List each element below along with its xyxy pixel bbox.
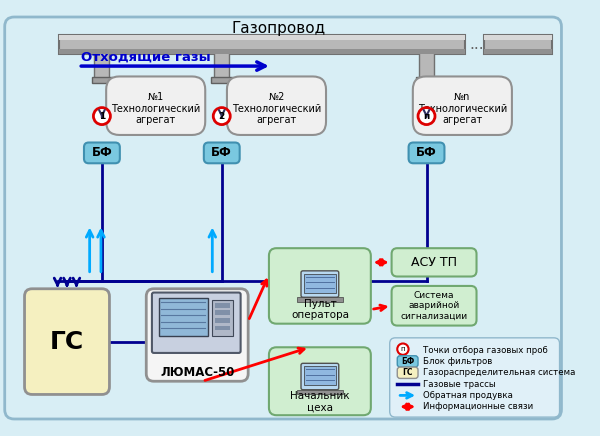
FancyBboxPatch shape [152,293,241,353]
Bar [215,303,230,308]
Bar [484,35,552,54]
FancyBboxPatch shape [397,356,418,367]
Bar [484,49,552,54]
Text: Газораспределительная система: Газораспределительная система [423,368,575,377]
Text: Пульт
оператора: Пульт оператора [291,299,349,320]
Bar [94,52,109,80]
Bar [297,390,343,395]
Text: Обратная продувка: Обратная продувка [423,391,512,400]
Bar [59,35,465,54]
Bar [212,300,233,336]
Bar [59,35,465,40]
Bar [416,78,437,83]
FancyBboxPatch shape [390,338,560,417]
Text: БФ: БФ [92,146,112,160]
Text: №n
Технологический
агрегат: №n Технологический агрегат [418,92,507,125]
Text: Отходящие газы: Отходящие газы [81,50,211,63]
Text: №2
Технологический
агрегат: №2 Технологический агрегат [232,92,321,125]
Text: АСУ ТП: АСУ ТП [411,256,457,269]
Text: №1
Технологический
агрегат: №1 Технологический агрегат [111,92,200,125]
Text: Точки отбора газовых проб: Точки отбора газовых проб [423,346,547,354]
Bar [211,78,232,83]
Text: БФ: БФ [416,146,437,160]
Bar [297,297,343,302]
Text: п: п [401,346,405,352]
FancyBboxPatch shape [392,248,476,276]
Text: Информационные связи: Информационные связи [423,402,533,411]
FancyBboxPatch shape [409,143,445,163]
FancyBboxPatch shape [301,271,339,297]
Bar [484,35,552,40]
Text: БФ: БФ [401,357,414,366]
Circle shape [418,108,435,125]
Bar [59,49,465,54]
Bar [92,78,112,83]
FancyBboxPatch shape [413,76,512,135]
Circle shape [213,108,230,125]
Text: Блок фильтров: Блок фильтров [423,357,492,366]
Bar [304,366,336,385]
Bar [419,52,434,80]
FancyBboxPatch shape [392,286,476,326]
Bar [215,318,230,323]
Bar [215,310,230,315]
Circle shape [94,108,110,125]
Text: ГС: ГС [403,368,413,377]
Bar [158,298,208,336]
FancyBboxPatch shape [106,76,205,135]
Bar [215,326,230,330]
Circle shape [397,344,409,355]
Text: ...: ... [469,37,484,52]
Text: 2: 2 [218,112,225,121]
Text: Система
аварийной
сигнализации: Система аварийной сигнализации [400,291,467,320]
Text: ЛЮМАС-50: ЛЮМАС-50 [160,366,235,379]
FancyBboxPatch shape [84,143,120,163]
Text: БФ: БФ [211,146,232,160]
FancyBboxPatch shape [269,248,371,324]
FancyBboxPatch shape [301,363,339,390]
Text: Начальник
цеха: Начальник цеха [290,391,350,413]
FancyBboxPatch shape [5,17,562,419]
Text: п: п [424,112,430,121]
Text: Газопровод: Газопровод [232,21,325,36]
Text: Газовые трассы: Газовые трассы [423,380,496,388]
FancyBboxPatch shape [397,367,418,378]
FancyBboxPatch shape [25,289,109,395]
Text: 1: 1 [99,112,105,121]
FancyBboxPatch shape [204,143,239,163]
FancyBboxPatch shape [146,289,248,381]
FancyBboxPatch shape [227,76,326,135]
FancyBboxPatch shape [269,347,371,415]
Bar [214,52,229,80]
Bar [304,274,336,293]
Text: ГС: ГС [50,330,84,354]
